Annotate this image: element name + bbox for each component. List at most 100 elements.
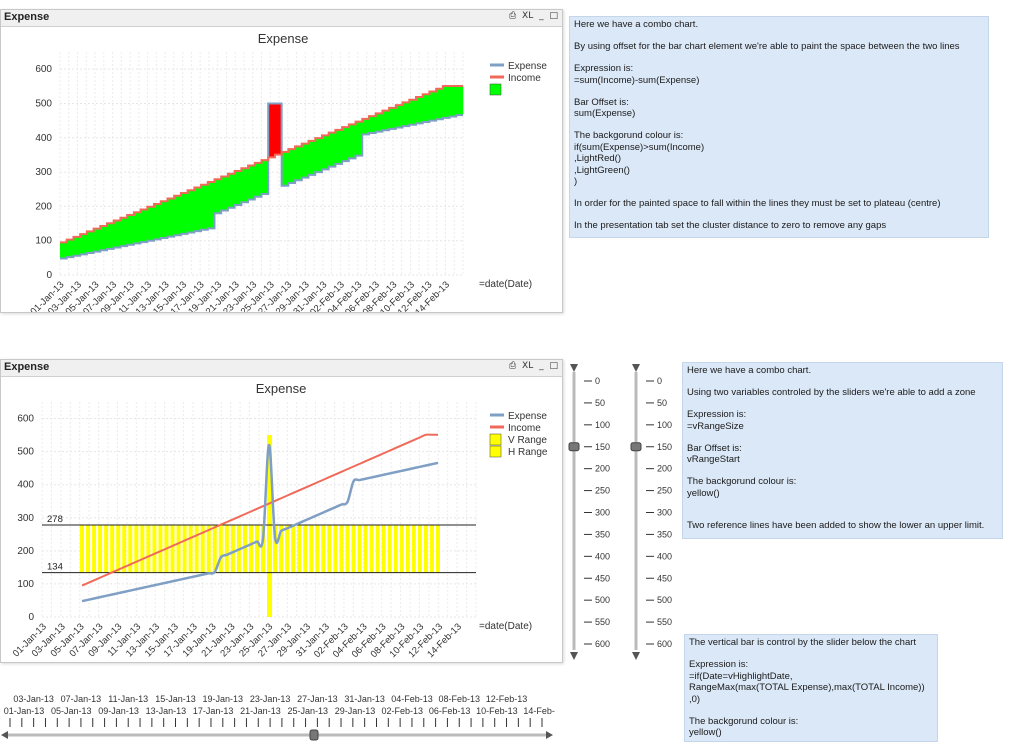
xl-icon[interactable]: XL <box>522 361 534 371</box>
range-bar <box>328 132 336 167</box>
scroll-up-arrow[interactable] <box>570 364 578 372</box>
h-range-bar <box>86 525 91 573</box>
range-bar <box>362 118 370 135</box>
date-slider-bottom-label: 06-Feb-13 <box>429 706 471 716</box>
h-range-bar <box>411 525 416 573</box>
minimize-icon[interactable]: _ <box>539 11 544 21</box>
range-size-slider[interactable]: 0 50 100 150 200 250 300 350 400 450 500 550 600 <box>627 360 683 660</box>
slider-tick-label: 0 <box>595 376 600 386</box>
slider-tick-label: 600 <box>595 639 610 649</box>
highlight-date-slider[interactable]: 03-Jan-13 07-Jan-13 11-Jan-13 15-Jan-13 19-J… <box>0 690 555 750</box>
y-tick-label: 400 <box>17 480 34 491</box>
h-range-bar <box>92 525 97 573</box>
range-bar <box>113 220 121 248</box>
slider-tick-label: 0 <box>657 376 662 386</box>
print-icon[interactable]: ⎙ <box>508 11 517 21</box>
h-range-bar <box>176 525 181 573</box>
range-bar <box>315 138 323 173</box>
note2-line: yellow() <box>687 487 720 499</box>
range-bar <box>422 94 430 122</box>
legend-label: Expense <box>508 61 547 72</box>
range-bar <box>409 99 417 125</box>
range-start-slider[interactable]: 0 50 100 150 200 250 300 350 400 450 500 550 600 <box>565 360 621 660</box>
h-range-bar <box>212 525 217 573</box>
range-bar <box>140 209 148 243</box>
slider-tick-label: 200 <box>595 464 610 474</box>
h-range-bar <box>369 525 374 573</box>
range-bar <box>73 236 81 256</box>
slider-tick-label: 150 <box>595 442 610 452</box>
h-range-bar <box>309 525 314 573</box>
note2-line: The backgorund colour is: <box>687 476 797 487</box>
note1-line: In the presentation tab set the cluster … <box>574 220 887 231</box>
income-line <box>81 433 438 587</box>
slider-thumb[interactable] <box>568 442 580 452</box>
slider-tick-label: 550 <box>595 617 610 627</box>
note-gap <box>574 31 984 42</box>
chart2-plot[interactable]: Expense 010020030040050060001-Jan-1303-J… <box>1 377 562 662</box>
xl-icon[interactable]: XL <box>522 11 534 21</box>
date-slider-bottom-label: 21-Jan-13 <box>240 706 281 716</box>
h-range-bar <box>188 525 193 573</box>
range-bar <box>395 105 403 128</box>
h-range-bar <box>218 525 223 573</box>
y-tick-label: 200 <box>17 546 34 557</box>
range-bar <box>436 88 444 120</box>
h-range-bar <box>254 525 259 573</box>
date-slider-left-arrow[interactable] <box>1 731 8 739</box>
date-slider-bottom-label: 10-Feb-13 <box>476 706 518 716</box>
y-tick-label: 300 <box>17 513 34 524</box>
legend-label: Expense <box>508 411 547 422</box>
h-range-bar <box>321 525 326 573</box>
slider-tick-label: 50 <box>657 398 667 408</box>
note-gap <box>574 120 984 131</box>
h-range-bar <box>435 525 440 573</box>
legend-swatch-h-range <box>489 445 502 458</box>
h-range-bar <box>248 525 253 573</box>
y-tick-label: 600 <box>17 414 34 425</box>
h-range-bar <box>194 525 199 573</box>
note2-line: Expression is: <box>687 409 747 420</box>
slider-tick-label: 350 <box>595 529 610 539</box>
range-bar <box>187 190 195 233</box>
h-range-bar <box>146 525 151 573</box>
note1-line: if(sum(Expense)>sum(Income) <box>574 141 705 153</box>
slider-thumb[interactable] <box>630 442 642 452</box>
maximize-icon[interactable]: □ <box>549 11 558 21</box>
y-tick-label: 500 <box>35 98 52 109</box>
note-gap <box>689 705 933 716</box>
h-range-bar <box>285 525 290 573</box>
y-tick-label: 100 <box>17 579 34 590</box>
range-bar <box>201 184 209 230</box>
chart1-plot[interactable]: Expense 010020030040050060001-Jan-1303-J… <box>1 27 562 312</box>
chart1-caption-icons: ⎙ XL _ □ <box>506 11 558 21</box>
range-bar <box>127 214 135 245</box>
h-range-bar <box>327 525 332 573</box>
h-range-bar <box>429 525 434 573</box>
print-icon[interactable]: ⎙ <box>508 361 517 371</box>
scroll-up-arrow[interactable] <box>632 364 640 372</box>
range-bar <box>301 143 309 178</box>
dimension-label: =date(Date) <box>479 279 532 290</box>
date-slider-right-arrow[interactable] <box>546 731 553 739</box>
dimension-label: =date(Date) <box>479 621 532 632</box>
h-range-bar <box>242 525 247 573</box>
chart1-caption-bar[interactable]: Expense ⎙ XL _ □ <box>1 10 562 27</box>
date-slider-thumb[interactable] <box>309 729 319 741</box>
scroll-down-arrow[interactable] <box>570 652 578 660</box>
note-gap <box>687 510 998 521</box>
h-range-bar <box>110 525 115 573</box>
range-bar <box>86 231 94 254</box>
range-bar <box>160 201 168 238</box>
scroll-down-arrow[interactable] <box>632 652 640 660</box>
h-range-bar <box>315 525 320 573</box>
minimize-icon[interactable]: _ <box>539 361 544 371</box>
note-gap <box>687 466 998 477</box>
range-bar <box>66 239 74 258</box>
chart2-caption-bar[interactable]: Expense ⎙ XL _ □ <box>1 360 562 377</box>
range-bar <box>100 225 108 251</box>
legend-label: Income <box>508 423 541 434</box>
maximize-icon[interactable]: □ <box>549 361 558 371</box>
note-gap <box>687 432 998 443</box>
note-gap <box>574 53 984 64</box>
